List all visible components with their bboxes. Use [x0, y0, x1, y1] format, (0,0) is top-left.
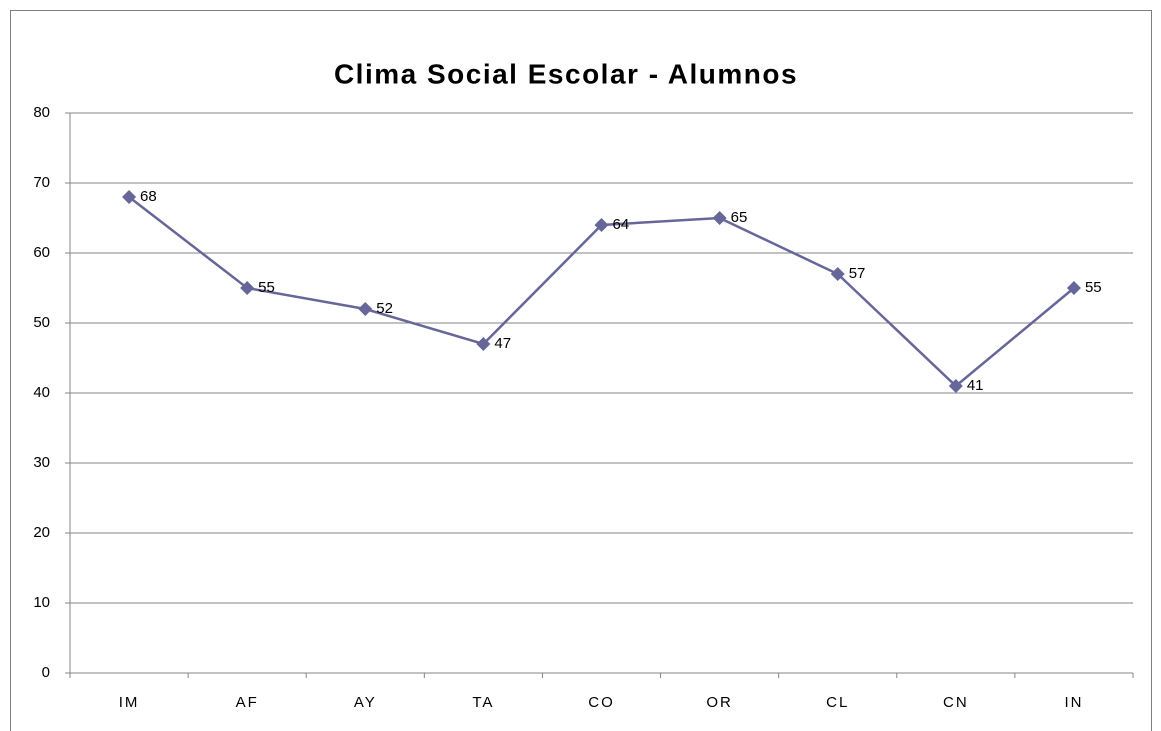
chart-title: Clima Social Escolar - Alumnos	[334, 58, 798, 89]
y-tick-label: 20	[33, 524, 50, 541]
x-tick-label: AF	[236, 694, 259, 711]
x-tick-label: TA	[472, 694, 494, 711]
data-point	[948, 379, 963, 393]
data-point	[122, 190, 137, 204]
x-tick-label: CN	[943, 694, 969, 711]
data-label: 47	[494, 335, 511, 352]
data-point	[712, 211, 727, 225]
y-tick-label: 60	[33, 244, 50, 261]
data-point	[240, 281, 255, 295]
x-tick-label: CO	[588, 694, 615, 711]
x-tick-label: IM	[119, 694, 140, 711]
data-label: 52	[376, 300, 393, 317]
y-tick-label: 40	[33, 384, 50, 401]
data-point	[594, 218, 609, 232]
data-label: 57	[849, 265, 866, 282]
data-label: 55	[258, 279, 275, 296]
data-point	[1066, 281, 1081, 295]
y-tick-label: 80	[33, 104, 50, 121]
x-tick-label: IN	[1064, 694, 1083, 711]
y-tick-label: 30	[33, 454, 50, 471]
y-tick-label: 50	[33, 314, 50, 331]
data-label: 65	[731, 209, 748, 226]
data-label: 55	[1085, 279, 1102, 296]
data-label: 64	[613, 216, 630, 233]
data-label: 68	[140, 188, 157, 205]
data-point	[830, 267, 845, 281]
y-tick-label: 70	[33, 174, 50, 191]
data-point	[476, 337, 491, 351]
x-tick-label: AY	[354, 694, 377, 711]
y-tick-label: 10	[33, 594, 50, 611]
y-tick-label: 0	[42, 664, 50, 681]
chart-border	[10, 10, 1152, 731]
data-point	[358, 302, 373, 316]
x-tick-label: CL	[826, 694, 849, 711]
x-tick-label: OR	[706, 694, 733, 711]
data-label: 41	[967, 377, 984, 394]
